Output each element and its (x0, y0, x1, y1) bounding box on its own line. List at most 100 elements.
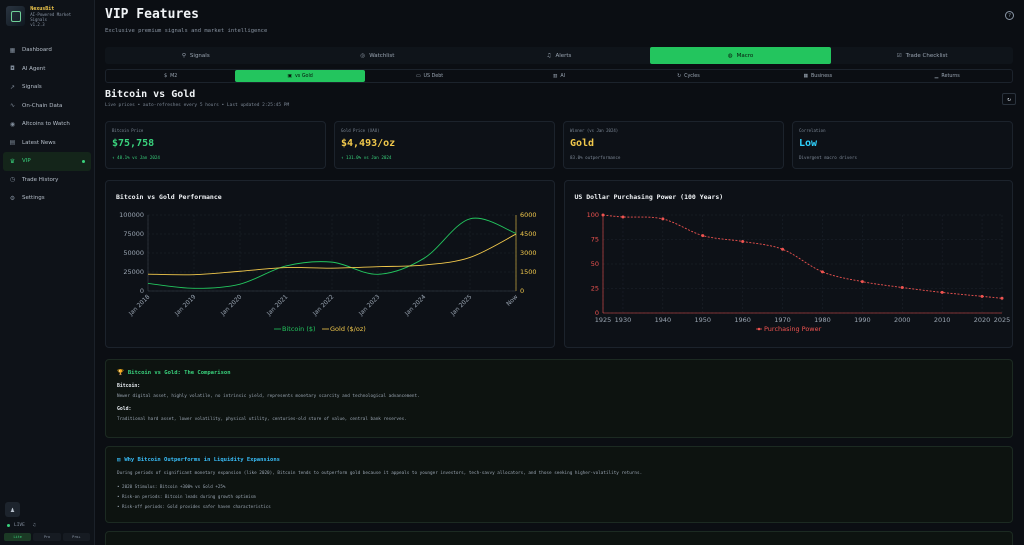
subtab-vs-gold[interactable]: ▣ vs Gold (235, 70, 365, 82)
sidebar-item-on-chain-data[interactable]: ∿ On-Chain Data (3, 97, 91, 116)
legend-label: Purchasing Power (764, 325, 822, 333)
sidebar-item-latest-news[interactable]: ▤ Latest News (3, 134, 91, 153)
macro-subtabs: $ M2 ▣ vs Gold ▭ US Debt ▥ AI ↻ Cycles ▦ Busin… (105, 69, 1013, 83)
subtab-us-debt[interactable]: ▭ US Debt (365, 70, 494, 82)
legend-label-gold: Gold ($/oz) (330, 325, 366, 333)
tab-watchlist[interactable]: ◎ Watchlist (287, 47, 469, 64)
mode-button-lite[interactable]: Lite (4, 533, 32, 541)
refresh-button[interactable]: ↻ (1002, 93, 1016, 105)
subtab-cycles[interactable]: ↻ Cycles (624, 70, 753, 82)
sidebar-item-altcoins[interactable]: ◉ Altcoins to Watch (3, 115, 91, 134)
sidebar-item-signals[interactable]: ↗ Signals (3, 78, 91, 97)
dollar-icon: $ (164, 73, 168, 79)
liquidity-title: ▥ Why Bitcoin Outperforms in Liquidity Ex… (117, 457, 1001, 463)
main-content: VIP Features Exclusive premium signals a… (95, 0, 1024, 545)
y-tick-label-left: 25000 (123, 268, 144, 276)
x-tick-label: Jan 2021 (265, 293, 289, 317)
tab-trade-checklist[interactable]: ☑ Trade Checklist (831, 47, 1013, 64)
tab-label: Watchlist (369, 52, 395, 59)
section-title: Bitcoin vs Gold (105, 89, 196, 100)
brand-name: NexusBit (30, 6, 55, 12)
pulse-icon: ∿ (9, 102, 16, 110)
bitcoin-heading: Bitcoin: (117, 384, 141, 389)
gear-icon: ⚙ (9, 194, 16, 202)
liquidity-title-text: Why Bitcoin Outperforms in Liquidity Exp… (124, 457, 280, 463)
liquidity-bullet: • Risk-on periods: Bitcoin leads during … (117, 494, 256, 499)
x-tick-label: 1950 (694, 316, 711, 324)
comparison-panel: 🏆 Bitcoin vs Gold: The Comparison Bitcoin… (105, 359, 1013, 438)
y-tick-label: 100 (586, 211, 598, 219)
stat-note: Divergent macro drivers (799, 155, 857, 160)
data-point (860, 280, 864, 284)
y-tick-label-right: 3000 (520, 249, 537, 257)
bell-icon: ♫ (546, 52, 552, 59)
x-tick-label: 1940 (654, 316, 671, 324)
user-icon: ♟ (10, 505, 15, 514)
crown-icon: ♛ (9, 157, 16, 165)
sidebar-item-label: Altcoins to Watch (22, 121, 70, 128)
avatar[interactable]: ♟ (5, 502, 20, 517)
sidebar-item-settings[interactable]: ⚙ Settings (3, 189, 91, 208)
data-point (1000, 296, 1003, 300)
y-tick-label-right: 0 (520, 287, 524, 295)
briefcase-icon: ▦ (803, 73, 809, 79)
data-point (980, 294, 984, 298)
y-tick-label-left: 75000 (123, 230, 144, 238)
globe-icon: ◍ (727, 52, 733, 59)
legend-marker (757, 327, 760, 331)
data-point (660, 217, 664, 221)
x-tick-label: Jan 2022 (311, 293, 335, 317)
page-title: VIP Features (105, 7, 199, 22)
subtab-returns[interactable]: ▁ Returns (883, 70, 1012, 82)
bell-icon[interactable]: ♫ (32, 523, 36, 528)
sidebar-item-dashboard[interactable]: ▦ Dashboard (3, 41, 91, 60)
sidebar-item-label: On-Chain Data (22, 102, 63, 109)
help-icon[interactable]: ? (1005, 11, 1014, 20)
x-tick-label: Jan 2020 (219, 293, 243, 317)
sidebar-item-label: AI Agent (22, 65, 46, 72)
y-tick-label: 75 (590, 236, 598, 244)
brand[interactable]: NexusBit AI-Powered Market Signals v1.2.… (0, 0, 94, 34)
robot-icon: ◘ (10, 65, 15, 73)
x-tick-label: 1930 (614, 316, 631, 324)
x-tick-label: 1960 (734, 316, 751, 324)
subtab-label: Returns (941, 73, 960, 79)
sidebar-item-vip[interactable]: ♛ VIP (3, 152, 91, 171)
subtab-m2[interactable]: $ M2 (106, 70, 235, 82)
data-point (900, 286, 904, 290)
tab-label: Alerts (555, 52, 572, 59)
tab-signals[interactable]: ⚲ Signals (105, 47, 287, 64)
sidebar-item-trade-history[interactable]: ◷ Trade History (3, 171, 91, 190)
sidebar-item-label: Dashboard (22, 47, 52, 54)
chart-icon: ▥ (117, 457, 121, 463)
clock-icon: ◷ (9, 176, 16, 184)
sidebar-item-ai-agent[interactable]: ◘ AI Agent (3, 60, 91, 79)
y-tick-label-right: 6000 (520, 211, 537, 219)
chip-icon: ▥ (552, 73, 558, 79)
tab-label: Signals (189, 52, 210, 59)
charts-row: Bitcoin vs Gold Performance 100000 75000 5… (105, 180, 1013, 348)
stat-card-correlation: Correlation Low Divergent macro drivers (792, 121, 1013, 169)
mode-button-pro-plus[interactable]: Pro+ (62, 533, 90, 541)
mode-button-pro[interactable]: Pro (33, 533, 61, 541)
brand-version: v1.2.3 (30, 22, 45, 27)
subtab-ai[interactable]: ▥ AI (494, 70, 623, 82)
tab-alerts[interactable]: ♫ Alerts (468, 47, 650, 64)
y-tick-label-left: 50000 (123, 249, 144, 257)
y-tick-label-right: 4500 (520, 230, 537, 238)
subtab-business[interactable]: ▦ Business (753, 70, 882, 82)
stat-label: Bitcoin Price (112, 128, 144, 133)
series-line-purchasing-power (602, 214, 1002, 299)
subtab-label: M2 (170, 73, 178, 79)
y-tick-label: 0 (594, 309, 598, 317)
data-point (780, 247, 784, 251)
chart-title: US Dollar Purchasing Power (100 Years) (574, 193, 724, 201)
stat-card-winner: Winner (vs Jan 2024) Gold 83.0% outperfo… (563, 121, 784, 169)
chart-title: Bitcoin vs Gold Performance (116, 193, 222, 201)
eye-icon: ◎ (360, 52, 366, 59)
y-tick-label: 50 (590, 260, 598, 268)
stat-value: Low (799, 138, 818, 149)
tab-macro[interactable]: ◍ Macro (649, 47, 832, 64)
data-point (620, 215, 624, 219)
x-tick-label: Jan 2025 (449, 293, 473, 317)
